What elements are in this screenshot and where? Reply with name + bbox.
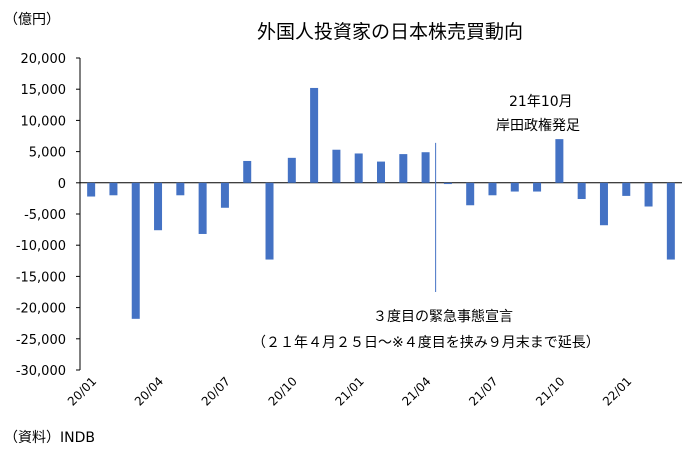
bar-21-01 [354, 153, 363, 183]
bar-20-05 [176, 182, 185, 196]
x-axis-ticks: 20/01 20/04 20/07 20/10 21/01 21/04 21/07 21/10… [65, 374, 634, 408]
bar-20-11 [310, 87, 319, 183]
bar-20-03 [131, 182, 140, 319]
y-tick-label: -10,000 [16, 239, 66, 254]
bar-20-08 [243, 160, 252, 183]
bar-21-02 [377, 161, 385, 183]
bar-22-02 [644, 182, 653, 207]
chart-title: 外国人投資家の日本株売買動向 [257, 21, 523, 43]
bar-20-06 [198, 182, 207, 234]
bar-20-01 [87, 182, 96, 197]
source-note: （資料）INDB [4, 430, 95, 446]
bar-21-09 [533, 182, 542, 192]
x-tick-label: 20/04 [132, 374, 166, 408]
y-axis-ticks: 20,000 15,000 10,000 5,000 0 -5,000 -10,000 -15… [16, 52, 80, 379]
emergency-annotation-detail: （２１年４月２５日～※４度目を挟み９月末まで延長） [252, 335, 600, 351]
bar-20-07 [220, 182, 229, 208]
emergency-annotation-title: ３度目の緊急事態宣言 [373, 309, 513, 325]
y-tick-label: 15,000 [21, 83, 67, 98]
bar-20-02 [109, 182, 118, 196]
bar-20-12 [332, 149, 341, 183]
bar-22-03 [666, 182, 675, 260]
bar-21-05 [443, 182, 452, 185]
bar-21-11 [577, 182, 586, 200]
kishida-annotation-label: 岸田政権発足 [496, 117, 580, 134]
y-tick-label: -5,000 [24, 208, 66, 223]
bars [87, 87, 675, 319]
x-tick-label: 21/04 [399, 374, 433, 408]
bar-22-01 [622, 182, 631, 196]
bar-21-04 [421, 152, 430, 183]
x-tick-label: 20/07 [199, 374, 233, 408]
y-tick-label: -25,000 [16, 333, 66, 348]
x-tick-label: 21/07 [466, 374, 500, 408]
y-tick-label: -30,000 [16, 364, 66, 379]
bar-21-07 [488, 182, 497, 196]
kishida-annotation-date: 21年10月 [509, 94, 573, 110]
y-tick-label: 10,000 [21, 114, 67, 129]
bar-21-10 [555, 139, 564, 183]
y-tick-label: 0 [58, 177, 66, 192]
y-tick-label: -20,000 [16, 302, 66, 317]
bar-21-08 [510, 182, 519, 192]
x-tick-label: 20/01 [65, 374, 99, 408]
y-axis-unit: （億円） [4, 12, 60, 28]
bar-20-04 [154, 182, 163, 231]
bar-21-06 [466, 182, 475, 206]
bar-21-03 [399, 154, 408, 183]
x-tick-label: 20/10 [266, 374, 300, 408]
y-tick-label: -15,000 [16, 270, 66, 285]
bar-21-12 [599, 182, 608, 226]
bar-20-09 [265, 182, 274, 260]
bar-20-10 [287, 157, 296, 183]
x-tick-label: 22/01 [600, 374, 634, 408]
x-tick-label: 21/01 [332, 374, 366, 408]
x-tick-label: 21/10 [533, 374, 567, 408]
y-tick-label: 5,000 [29, 146, 66, 161]
y-tick-label: 20,000 [21, 52, 67, 67]
